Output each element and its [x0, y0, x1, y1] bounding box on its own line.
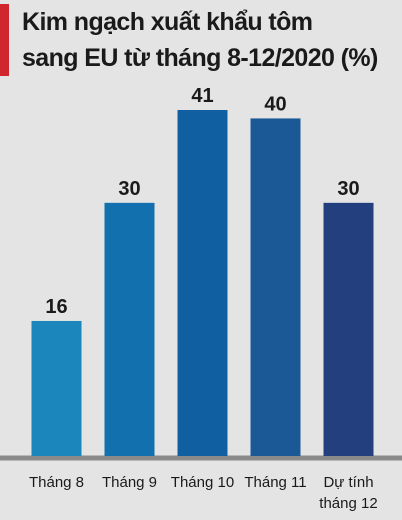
bar: [31, 320, 82, 456]
chart-title: Kim ngạch xuất khẩu tôm sang EU từ tháng…: [22, 8, 378, 72]
bar: [177, 110, 228, 456]
x-tick-label-line: Tháng 11: [244, 474, 306, 491]
title-accent: [0, 4, 9, 76]
x-tick-label-line: Tháng 9: [102, 474, 157, 491]
bar: [104, 202, 155, 456]
x-tick-label-line: Dự tính: [323, 474, 373, 491]
value-label: 40: [264, 93, 286, 115]
value-label: 30: [118, 178, 140, 200]
x-tick-label: Tháng 11: [244, 474, 306, 491]
bar: [250, 118, 301, 456]
x-tick-label: Dự tính tháng 12: [319, 474, 377, 512]
x-tick-label-line: tháng 12: [319, 495, 377, 512]
bar: [323, 202, 374, 456]
x-tick-label-line: Tháng 10: [171, 474, 234, 491]
value-label: 30: [337, 178, 359, 200]
value-label: 16: [45, 296, 67, 318]
x-tick-label: Tháng 8: [29, 474, 84, 491]
value-label: 41: [191, 85, 213, 107]
x-tick-label: Tháng 9: [102, 474, 157, 491]
x-tick-label-line: Tháng 8: [29, 474, 84, 491]
x-tick-label: Tháng 10: [171, 474, 234, 491]
